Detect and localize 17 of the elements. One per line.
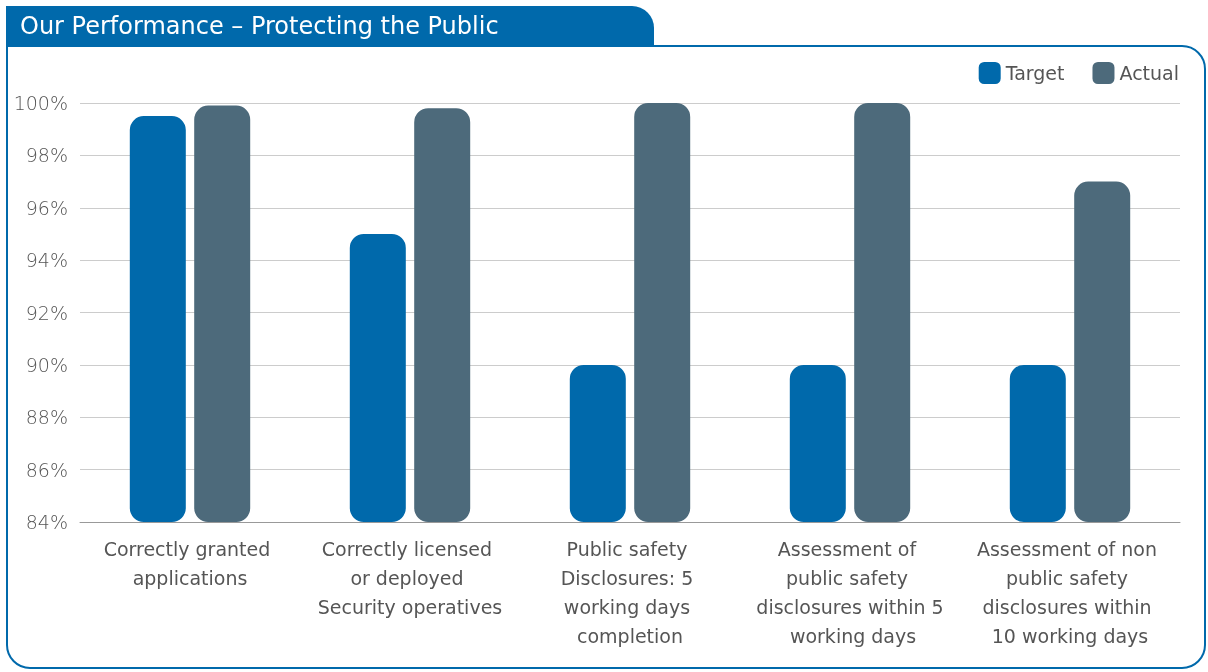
x-tick-label: Assessment of public safety disclosures within 5 working days xyxy=(756,537,944,647)
chart-title: Our Performance – Protecting the Public xyxy=(6,6,654,46)
y-tick-label: 88% xyxy=(25,406,68,429)
y-tick-label: 100% xyxy=(13,92,68,114)
x-tick-label: Correctly granted applications xyxy=(103,537,277,589)
y-tick-label: 90% xyxy=(25,353,68,376)
x-tick-label: Public safety Disclosures: 5 working days completion xyxy=(560,537,700,647)
y-tick-label: 96% xyxy=(25,196,68,219)
x-tick-label: Assessment of non public safety disclosures within 10 working days xyxy=(976,537,1164,647)
y-tick-label: 92% xyxy=(25,301,68,324)
y-tick-label: 98% xyxy=(25,144,68,167)
y-tick-label: 86% xyxy=(25,458,68,481)
legend-label: Target xyxy=(1004,62,1065,84)
legend-label: Actual xyxy=(1119,62,1180,84)
y-tick-label: 84% xyxy=(25,511,68,533)
x-tick-label: Correctly licensed or deployed Security operatives xyxy=(317,537,503,618)
y-tick-label: 94% xyxy=(25,249,68,272)
